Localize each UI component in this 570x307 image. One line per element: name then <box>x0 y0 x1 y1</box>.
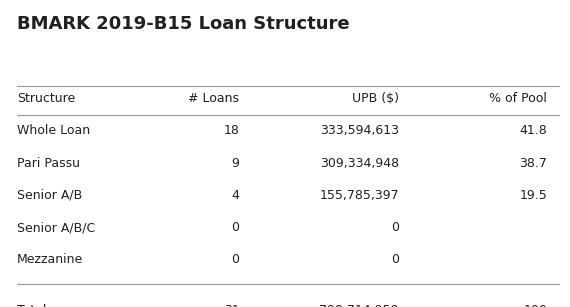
Text: UPB ($): UPB ($) <box>352 92 399 105</box>
Text: Total: Total <box>17 304 47 307</box>
Text: 4: 4 <box>231 189 239 202</box>
Text: BMARK 2019-B15 Loan Structure: BMARK 2019-B15 Loan Structure <box>17 15 350 33</box>
Text: 100: 100 <box>523 304 547 307</box>
Text: # Loans: # Loans <box>189 92 239 105</box>
Text: 19.5: 19.5 <box>519 189 547 202</box>
Text: Structure: Structure <box>17 92 75 105</box>
Text: Senior A/B/C: Senior A/B/C <box>17 221 95 234</box>
Text: 333,594,613: 333,594,613 <box>320 124 399 137</box>
Text: Whole Loan: Whole Loan <box>17 124 90 137</box>
Text: Pari Passu: Pari Passu <box>17 157 80 169</box>
Text: 0: 0 <box>391 253 399 266</box>
Text: Mezzanine: Mezzanine <box>17 253 83 266</box>
Text: 31: 31 <box>223 304 239 307</box>
Text: 798,714,958: 798,714,958 <box>320 304 399 307</box>
Text: 38.7: 38.7 <box>519 157 547 169</box>
Text: Senior A/B: Senior A/B <box>17 189 82 202</box>
Text: 0: 0 <box>391 221 399 234</box>
Text: 309,334,948: 309,334,948 <box>320 157 399 169</box>
Text: % of Pool: % of Pool <box>489 92 547 105</box>
Text: 155,785,397: 155,785,397 <box>319 189 399 202</box>
Text: 9: 9 <box>231 157 239 169</box>
Text: 18: 18 <box>223 124 239 137</box>
Text: 0: 0 <box>231 253 239 266</box>
Text: 41.8: 41.8 <box>519 124 547 137</box>
Text: 0: 0 <box>231 221 239 234</box>
